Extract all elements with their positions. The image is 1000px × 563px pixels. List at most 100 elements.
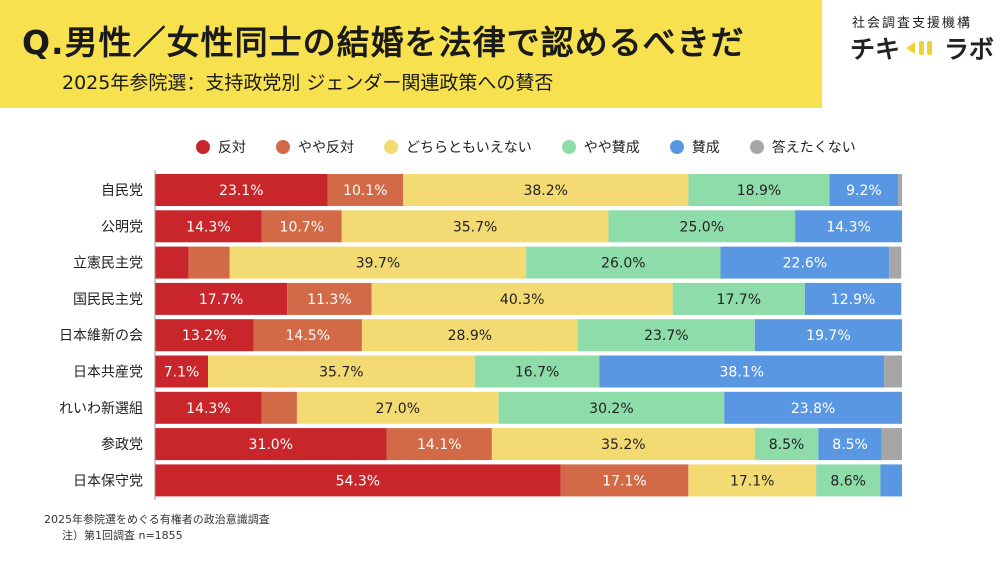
bar-segment [155, 464, 561, 497]
bar-segment [261, 391, 297, 424]
data-label: 16.7% [515, 365, 559, 381]
legend-item: やや反対 [276, 137, 354, 157]
bar-segment [229, 246, 527, 279]
data-label: 28.9% [448, 328, 492, 344]
logo-name-left: チキ [850, 35, 901, 64]
bar-segment [889, 246, 902, 279]
legend-item: やや賛成 [561, 137, 640, 157]
legend-item: 賛成 [669, 137, 720, 157]
legend-item: どちらともいえない [384, 137, 532, 157]
data-label: 17.1% [730, 473, 774, 489]
bar-segment [526, 246, 721, 279]
category-label: 公明党 [101, 219, 143, 235]
page-subtitle: 2025年参院選：支持政党別 ジェンダー関連政策への賛否 [62, 72, 554, 94]
data-label: 12.9% [831, 292, 875, 308]
data-label: 35.7% [319, 365, 363, 381]
bar-segment [155, 428, 387, 461]
bar-segment [491, 428, 755, 461]
category-label: 立憲民主党 [73, 255, 143, 272]
legend-label: やや賛成 [583, 140, 640, 156]
legend-label: 答えたくない [771, 140, 856, 156]
legend-swatch [669, 140, 684, 154]
data-label: 17.1% [602, 473, 646, 489]
page-title: Q.男性／女性同士の結婚を法律で認めるべきだ [22, 23, 745, 62]
bar-segment [155, 246, 189, 279]
data-label: 26.0% [601, 256, 645, 272]
bar-segment [599, 355, 885, 388]
data-label: 9.2% [846, 183, 882, 199]
data-label: 38.2% [523, 183, 567, 199]
data-label: 8.5% [769, 437, 805, 453]
data-label: 23.8% [791, 401, 835, 417]
bar-segment [287, 282, 372, 315]
data-label: 13.2% [182, 328, 226, 344]
bar-segment [155, 210, 262, 243]
bar-segment [884, 355, 902, 388]
legend-swatch [196, 140, 210, 154]
legend-swatch [561, 140, 576, 154]
bar-segment [688, 464, 817, 497]
logo-mark-triangle [906, 41, 916, 54]
bar-segment [880, 464, 902, 497]
bar-segment [804, 282, 902, 315]
logo-mark-bar-2 [927, 40, 933, 55]
logo-mark-bar-1 [919, 40, 925, 55]
legend-item: 反対 [196, 137, 246, 157]
category-label: 国民民主党 [73, 292, 143, 308]
bar-segment [720, 246, 890, 279]
data-label: 14.3% [186, 401, 230, 417]
data-label: 8.5% [832, 437, 868, 453]
bar-segment [818, 428, 882, 461]
stacked-bar-chart: 自民党 23.1% 10.1% 38.2% 18.9% 9.2% 公明党 14.3% 10.7%… [59, 170, 902, 500]
data-label: 14.3% [186, 219, 230, 235]
source-note: 2025年参院選をめぐる有権者の政治意識調査 注）第1回調査 n=1855 [44, 512, 270, 544]
data-label: 17.7% [199, 292, 243, 308]
bar-segment [296, 391, 499, 424]
bar-segment [881, 428, 902, 461]
data-label: 54.3% [336, 473, 380, 489]
bar-segment [795, 210, 902, 243]
data-label: 18.9% [737, 183, 781, 199]
bar-segment [577, 319, 755, 352]
data-label: 14.3% [826, 219, 870, 235]
legend-swatch [749, 140, 764, 154]
bar-segment [829, 174, 899, 206]
bar-segment [754, 428, 819, 461]
data-label: 39.7% [356, 256, 400, 272]
bar-segment [155, 355, 209, 388]
logo-mark-icon [904, 34, 940, 63]
legend-item: 答えたくない [749, 137, 856, 157]
bar-segment [155, 174, 328, 206]
data-label: 14.5% [286, 328, 330, 344]
category-label: 日本維新の会 [59, 328, 143, 344]
data-label: 31.0% [249, 437, 293, 453]
data-label: 17.7% [717, 292, 761, 308]
sample-note: 注）第1回調査 n=1855 [62, 529, 183, 542]
bar-segment [371, 282, 673, 315]
data-label: 25.0% [680, 219, 724, 235]
data-label: 10.7% [280, 219, 324, 235]
data-label: 35.7% [453, 219, 497, 235]
bar-segment [327, 174, 404, 206]
logo: チキ ラボ [850, 30, 994, 66]
data-label: 22.6% [783, 256, 827, 272]
bar-segment [560, 464, 689, 497]
data-label: 14.1% [417, 437, 461, 453]
logo-org-name: 社会調査支援機構 [852, 16, 973, 31]
legend-label: どちらともいえない [406, 140, 532, 156]
category-label: 日本保守党 [73, 473, 143, 489]
data-label: 23.1% [219, 183, 263, 199]
title-banner [0, 0, 822, 108]
bar-segment [188, 246, 230, 279]
source-text: 2025年参院選をめぐる有権者の政治意識調査 [44, 513, 270, 526]
bar-segment [754, 319, 902, 352]
bar-segment [155, 282, 288, 315]
bar-segment [261, 210, 342, 243]
bar-segment [341, 210, 609, 243]
legend-label: やや反対 [298, 140, 354, 156]
data-label: 7.1% [164, 365, 200, 381]
bar-segment [403, 174, 689, 206]
category-label: れいわ新選組 [59, 401, 143, 417]
legend-swatch [276, 140, 290, 154]
bar-segment [155, 391, 262, 424]
